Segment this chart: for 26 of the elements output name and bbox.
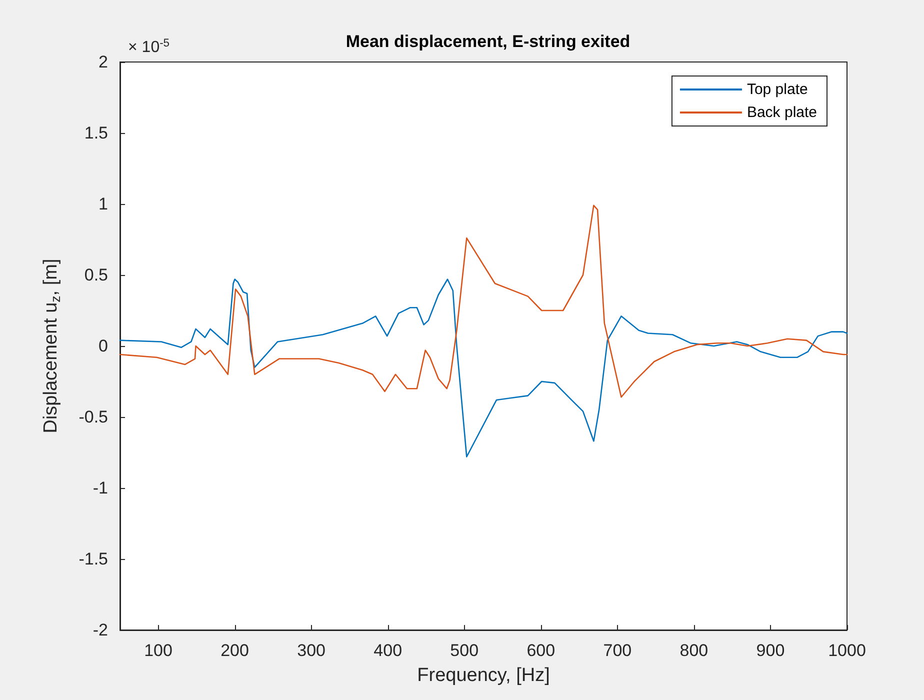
- x-tick-label: 300: [297, 641, 326, 660]
- legend-label: Back plate: [746, 104, 818, 121]
- y-tick-label: 2: [98, 52, 108, 72]
- x-tick-label: 500: [450, 641, 479, 660]
- chart-title: Mean displacement, E-string exited: [346, 32, 630, 51]
- x-axis-title: Frequency, [Hz]: [417, 665, 550, 686]
- x-tick-label: 100: [144, 641, 172, 660]
- x-tick-label: 900: [756, 641, 785, 660]
- x-tick-label: 700: [603, 641, 632, 660]
- y-tick-label: -1: [92, 478, 108, 498]
- legend-label: Top plate: [746, 81, 808, 98]
- y-tick-label: -2: [92, 620, 108, 640]
- line-series: [119, 278, 848, 458]
- y-tick-label: 1: [98, 194, 108, 214]
- x-tick-label: 800: [680, 641, 708, 660]
- line-series: [119, 204, 848, 398]
- y-tick-label: 0: [98, 336, 108, 356]
- y-tick-label: -1.5: [78, 550, 108, 568]
- y-axis-title: Displacement uz, [m]: [40, 258, 63, 434]
- y-tick-label: 1.5: [84, 124, 108, 142]
- x-tick-label: 600: [526, 641, 556, 660]
- x-tick-label: 400: [374, 641, 402, 660]
- y-tick-label: 0.5: [84, 266, 108, 284]
- x-tick-label: 200: [220, 641, 249, 660]
- x-tick-label: 1000: [828, 641, 866, 660]
- y-tick-label: -0.5: [78, 408, 108, 426]
